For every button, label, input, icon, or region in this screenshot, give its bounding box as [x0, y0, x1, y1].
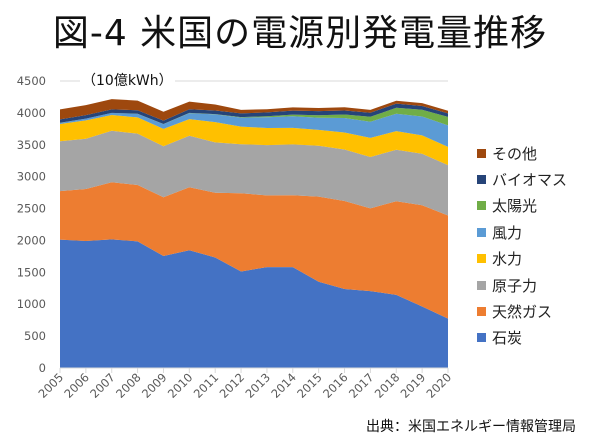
y-tick-label: 4000 — [17, 106, 46, 120]
legend-item: 石炭 — [477, 325, 567, 351]
legend-item: 水力 — [477, 246, 567, 272]
legend-item: 原子力 — [477, 272, 567, 298]
source-note: 出典：米国エネルギー情報管理局 — [366, 419, 576, 435]
y-tick-label: 2500 — [17, 202, 46, 216]
area-series-5 — [60, 107, 448, 126]
area-series-0 — [60, 239, 448, 368]
legend: その他バイオマス太陽光風力水力原子力天然ガス石炭 — [477, 140, 567, 351]
x-tick-label: 2007 — [87, 370, 118, 401]
legend-label: 石炭 — [492, 329, 523, 348]
area-series-1 — [60, 182, 448, 319]
legend-item: その他 — [477, 140, 567, 166]
x-tick-label: 2009 — [139, 370, 170, 401]
x-tick-label: 2014 — [268, 370, 299, 401]
x-tick-label: 2018 — [372, 370, 403, 401]
y-tick-label: 1500 — [17, 265, 46, 279]
y-tick-label: 3500 — [17, 138, 46, 152]
x-tick-label: 2010 — [165, 370, 196, 401]
x-tick-label: 2006 — [61, 370, 92, 401]
legend-swatch — [477, 201, 486, 211]
legend-swatch — [477, 254, 486, 264]
legend-item: 太陽光 — [477, 193, 567, 219]
legend-swatch — [477, 227, 486, 237]
legend-swatch — [477, 148, 486, 158]
legend-label: 天然ガス — [492, 303, 553, 322]
x-tick-label: 2008 — [113, 370, 144, 401]
y-tick-label: 1000 — [17, 297, 46, 311]
y-tick-label: 3000 — [17, 170, 46, 184]
legend-label: 太陽光 — [492, 197, 538, 216]
legend-item: バイオマス — [477, 166, 567, 192]
chart-title: 図-4 米国の電源別発電量推移 — [52, 13, 548, 54]
area-series-7 — [60, 99, 448, 121]
x-tick-label: 2011 — [191, 370, 222, 401]
legend-swatch — [477, 307, 486, 317]
legend-label: 風力 — [492, 223, 523, 242]
x-tick-label: 2016 — [320, 370, 351, 401]
legend-label: 原子力 — [492, 276, 538, 295]
x-tick-label: 2012 — [217, 370, 248, 401]
y-tick-label: 0 — [39, 361, 46, 375]
legend-swatch — [477, 280, 486, 290]
y-tick-label: 4500 — [17, 74, 46, 88]
area-series-6 — [60, 103, 448, 125]
area-series-2 — [60, 130, 448, 216]
x-tick-label: 2015 — [294, 370, 325, 401]
x-tick-label: 2017 — [346, 370, 377, 401]
area-series-4 — [60, 112, 448, 147]
area-series-3 — [60, 115, 448, 166]
x-tick-label: 2020 — [424, 370, 455, 401]
y-axis: 0 500 1000 1500 2000 2500 3000 3500 4000 4500 — [17, 74, 46, 375]
x-tick-label: 2019 — [398, 370, 429, 401]
legend-label: 水力 — [492, 250, 523, 269]
y-tick-label: 2000 — [17, 233, 46, 247]
areas — [60, 99, 448, 368]
x-tick-label: 2013 — [242, 370, 273, 401]
legend-item: 風力 — [477, 219, 567, 245]
y-tick-label: 500 — [24, 329, 46, 343]
legend-label: その他 — [492, 144, 538, 163]
legend-label: バイオマス — [492, 171, 568, 190]
x-axis: 2005200620072008200920102011201220132014… — [36, 367, 455, 401]
legend-swatch — [477, 175, 486, 185]
unit-label: （10億kWh） — [80, 70, 175, 90]
legend-item: 天然ガス — [477, 298, 567, 324]
legend-swatch — [477, 333, 486, 343]
